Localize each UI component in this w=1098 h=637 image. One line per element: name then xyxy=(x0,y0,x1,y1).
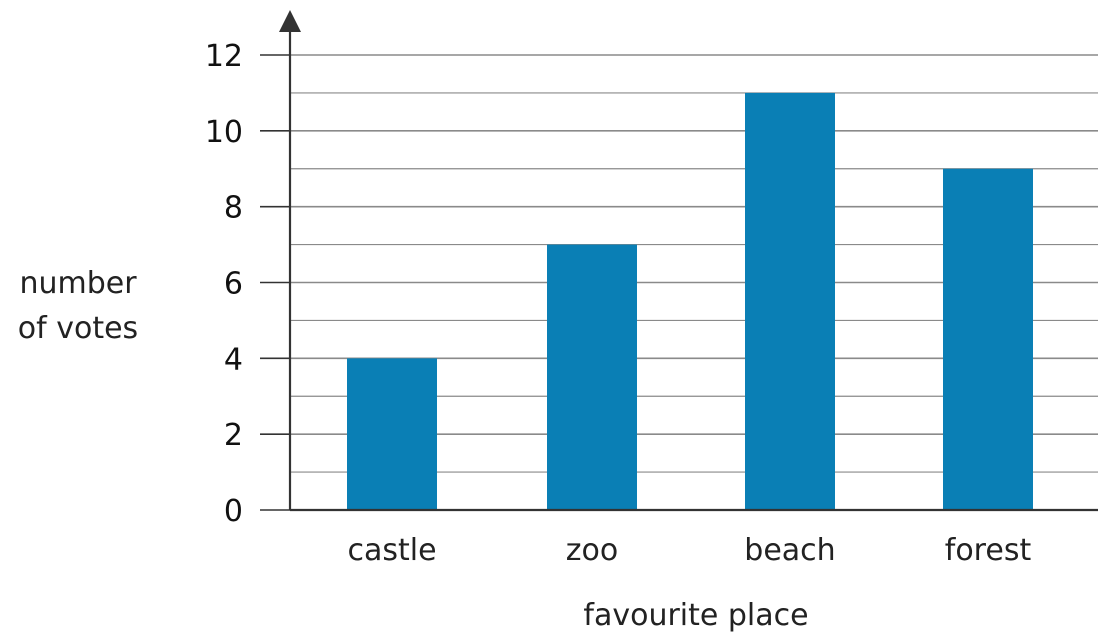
bar-zoo xyxy=(547,244,637,511)
y-tick-label-12: 12 xyxy=(205,39,243,74)
y-tick-labels: 0 2 4 6 8 10 12 xyxy=(205,39,243,529)
bar-beach xyxy=(745,92,835,511)
y-axis-label-line-2: of votes xyxy=(18,311,138,346)
x-category-label-forest: forest xyxy=(945,533,1032,568)
x-category-label-castle: castle xyxy=(347,533,436,568)
x-category-label-beach: beach xyxy=(744,533,835,568)
y-tick-label-0: 0 xyxy=(224,494,243,529)
x-category-label-zoo: zoo xyxy=(566,533,618,568)
bar-castle xyxy=(347,358,437,510)
bar-forest xyxy=(943,168,1033,510)
y-tick-label-8: 8 xyxy=(224,191,243,226)
x-axis-label: favourite place xyxy=(583,598,808,633)
bars xyxy=(347,92,1033,511)
axes xyxy=(260,10,1098,512)
y-axis-label-line-1: number xyxy=(19,266,137,301)
y-axis-arrow-icon xyxy=(279,10,301,32)
y-tick-label-4: 4 xyxy=(224,342,243,377)
y-tick-label-6: 6 xyxy=(224,267,243,302)
y-tick-label-10: 10 xyxy=(205,115,243,150)
x-category-labels: castle zoo beach forest xyxy=(347,533,1031,568)
y-tick-label-2: 2 xyxy=(224,418,243,453)
